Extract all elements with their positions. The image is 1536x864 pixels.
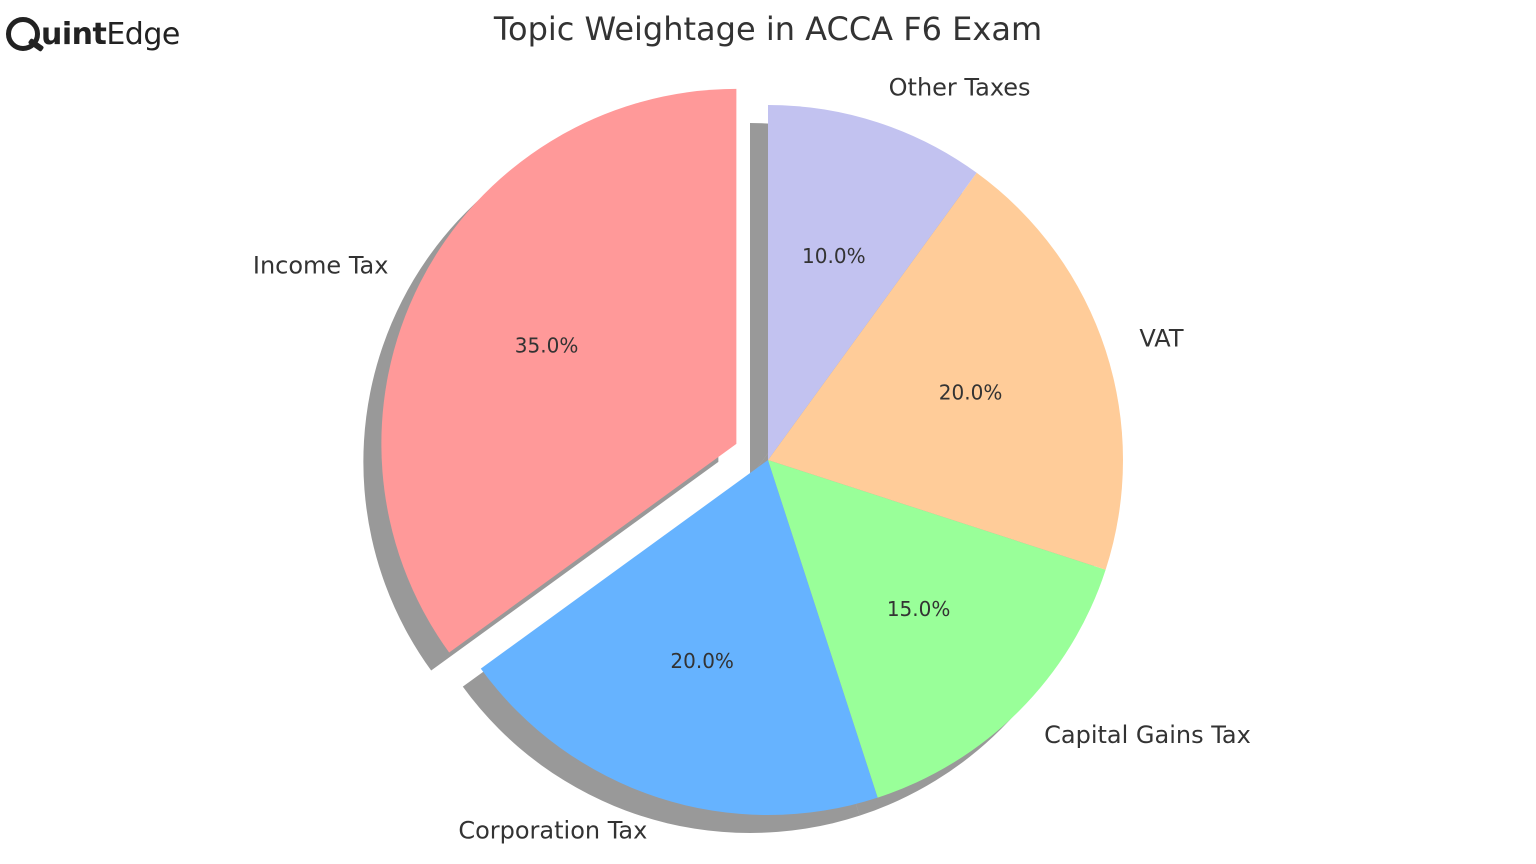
- label-capital-gains-tax: Capital Gains Tax: [1044, 721, 1251, 749]
- pie-label-layer: Income Tax 35.0% Corporation Tax 20.0% Capit…: [253, 74, 1251, 845]
- pct-label-vat: 20.0%: [939, 381, 1003, 405]
- slice-vat: [768, 172, 1123, 570]
- label-vat: VAT: [1139, 324, 1183, 352]
- slice-income-tax: [381, 88, 737, 653]
- label-corporation-tax: Corporation Tax: [458, 816, 647, 844]
- pct-label-capital-gains-tax: 15.0%: [887, 597, 951, 621]
- logo-light-text: Edge: [106, 16, 180, 52]
- quintedge-logo: uint Edge: [6, 4, 180, 64]
- pct-label-income-tax: 35.0%: [515, 334, 579, 358]
- pct-label-corporation-tax: 20.0%: [670, 649, 734, 673]
- label-income-tax: Income Tax: [253, 252, 389, 280]
- slice-capital-gains-tax: [768, 460, 1106, 798]
- logo-q-icon: [6, 17, 40, 51]
- label-other-taxes: Other Taxes: [889, 74, 1031, 102]
- slice-corporation-tax: [480, 460, 878, 816]
- pct-label-other-taxes: 10.0%: [802, 244, 866, 268]
- logo-bold-text: uint: [41, 16, 107, 52]
- slice-other-taxes: [768, 105, 977, 460]
- chart-title: Topic Weightage in ACCA F6 Exam: [493, 10, 1042, 48]
- pie-slice-layer: [381, 88, 1123, 816]
